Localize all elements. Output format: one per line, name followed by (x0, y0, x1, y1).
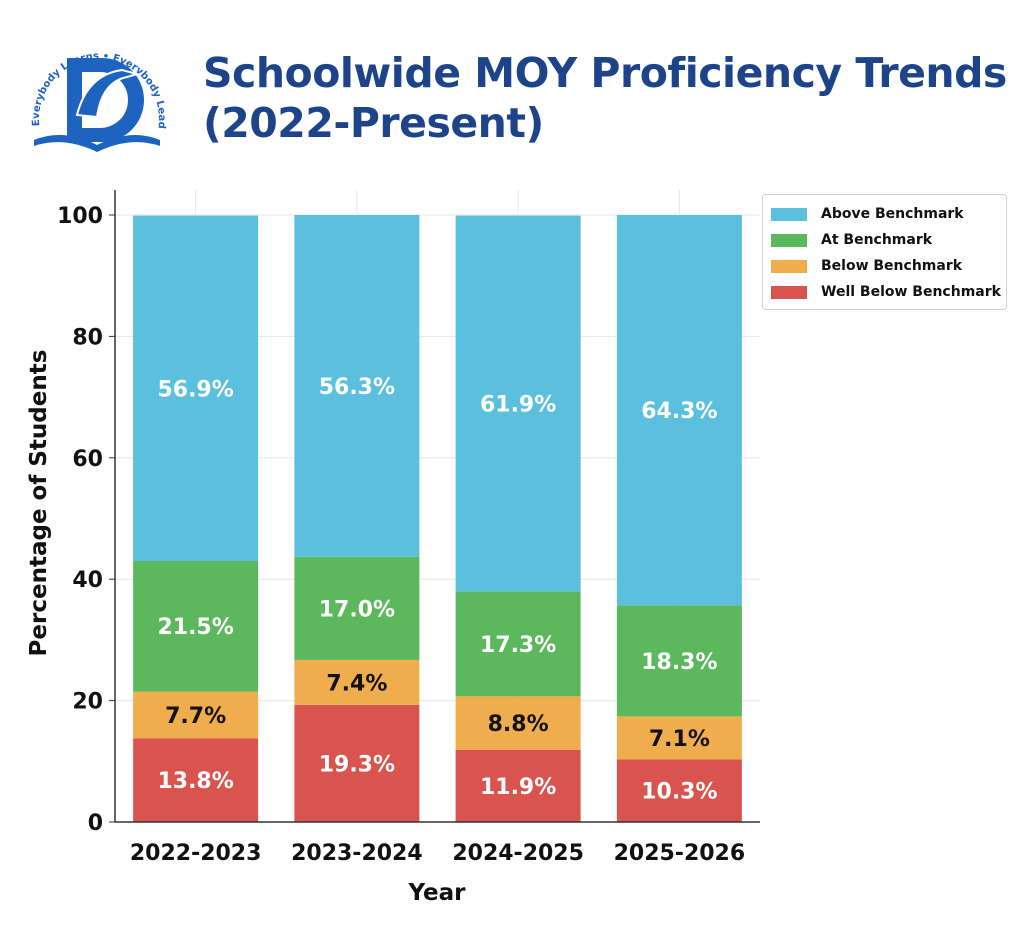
bar-segment (294, 659, 420, 705)
y-tick-label: 20 (72, 690, 103, 715)
data-label: 64.3% (641, 399, 717, 424)
data-label: 61.9% (480, 392, 556, 417)
data-label: 8.8% (488, 712, 549, 737)
bar-segment (133, 560, 259, 692)
data-label: 17.3% (480, 633, 556, 658)
x-tick-label: 2025-2026 (614, 841, 746, 866)
chart-title: Schoolwide MOY Proficiency Trends (2022-… (203, 49, 1007, 147)
legend-item: Above Benchmark (771, 204, 964, 224)
bar-segment (133, 738, 259, 822)
legend-item: At Benchmark (771, 230, 932, 250)
legend-label: At Benchmark (821, 232, 933, 248)
x-tick-label: 2024-2025 (452, 841, 584, 866)
bar-segment (294, 556, 420, 660)
legend-swatch (771, 233, 807, 247)
legend-swatch (771, 285, 807, 299)
data-label: 13.8% (157, 769, 233, 794)
x-tick-label: 2023-2024 (291, 841, 423, 866)
bar-segment (455, 696, 581, 750)
y-tick-label: 80 (72, 325, 103, 350)
data-label: 7.4% (326, 671, 387, 696)
legend-label: Below Benchmark (821, 258, 963, 274)
data-label: 18.3% (641, 650, 717, 675)
bar-segment (616, 605, 742, 717)
bar-segment (616, 215, 742, 606)
legend-swatch (771, 259, 807, 273)
school-logo: Everybody Learns • Everybody Leads • Eve… (22, 20, 167, 152)
data-label: 7.7% (165, 704, 226, 729)
bar-segment (133, 691, 259, 739)
y-tick-label: 60 (72, 447, 103, 472)
legend-label: Well Below Benchmark (821, 284, 1001, 300)
legend-item: Well Below Benchmark (771, 282, 1001, 302)
bar-segment (455, 215, 581, 592)
bar-segment (616, 759, 742, 822)
legend-label: Above Benchmark (821, 206, 964, 222)
data-label: 56.9% (157, 377, 233, 402)
bar-segment (455, 749, 581, 822)
data-label: 19.3% (319, 752, 395, 777)
legend: Above Benchmark At Benchmark Below Benchma… (762, 194, 1007, 310)
y-axis-label: Percentage of Students (26, 350, 52, 657)
x-axis-label: Year (407, 880, 466, 906)
legend-item: Below Benchmark (771, 256, 962, 276)
bar-segment (455, 591, 581, 697)
bar-segment (294, 704, 420, 822)
data-label: 17.0% (319, 597, 395, 622)
bar-segment (616, 716, 742, 760)
x-tick-label: 2022-2023 (130, 841, 262, 866)
data-label: 56.3% (319, 375, 395, 400)
legend-swatch (771, 207, 807, 221)
data-label: 21.5% (157, 615, 233, 640)
y-tick-label: 100 (57, 204, 103, 229)
bar-segment (133, 215, 259, 561)
bar-segment (294, 215, 420, 557)
data-label: 11.9% (480, 775, 556, 800)
data-label: 7.1% (649, 727, 710, 752)
data-label: 10.3% (641, 780, 717, 805)
y-tick-label: 0 (88, 811, 103, 836)
y-tick-label: 40 (72, 568, 103, 593)
